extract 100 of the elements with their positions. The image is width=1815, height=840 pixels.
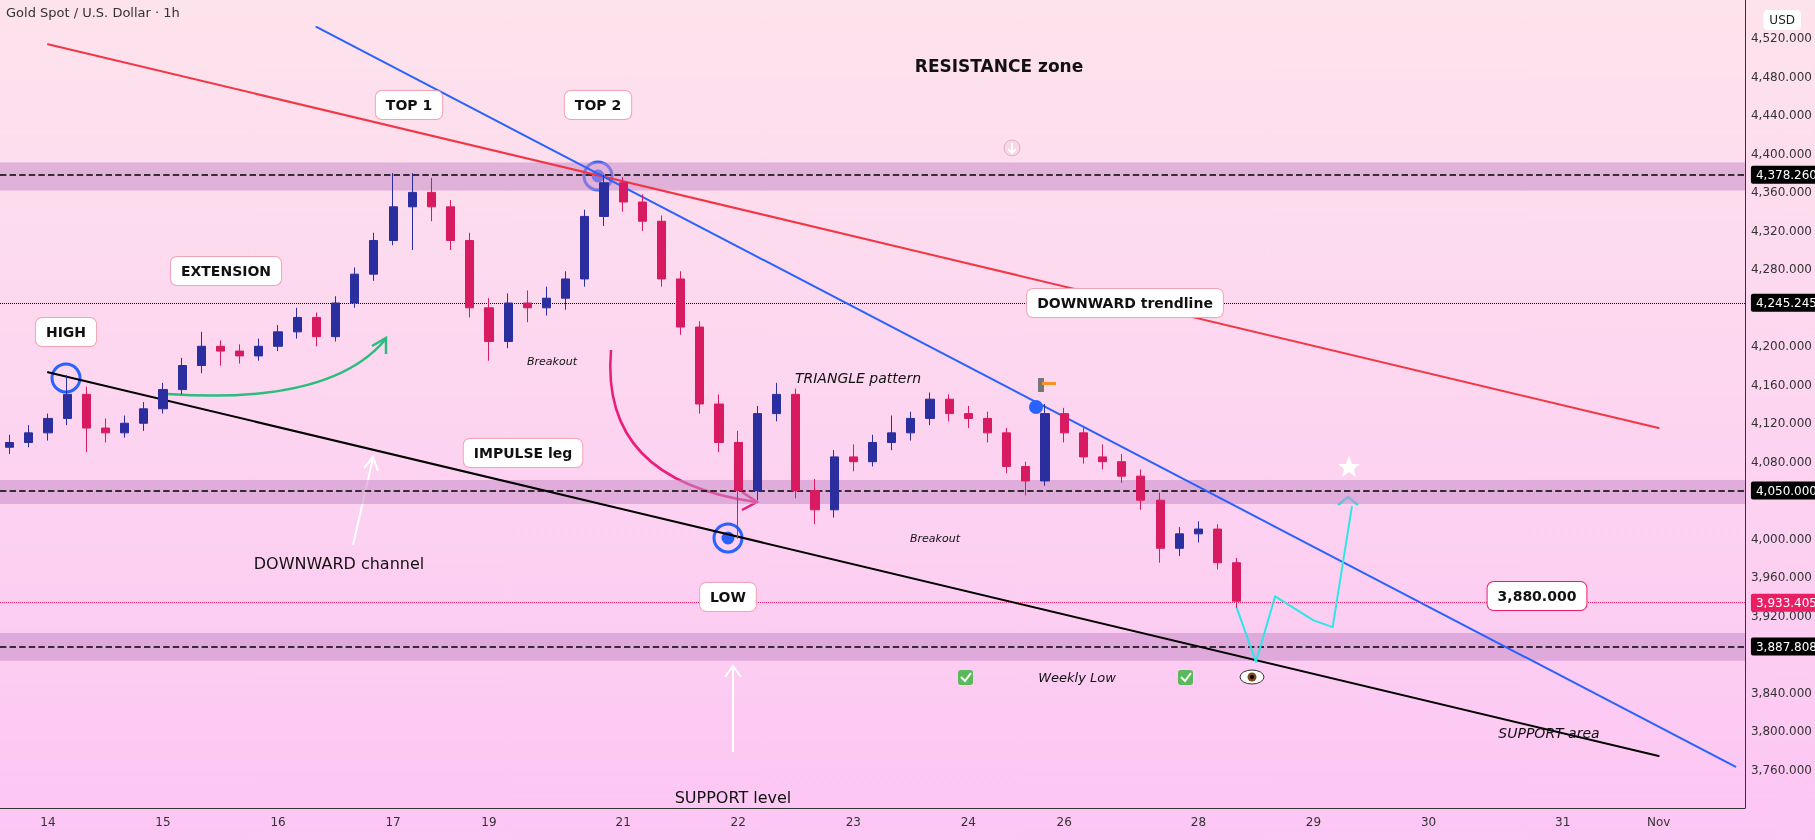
- candlestick: [504, 292, 513, 349]
- candlestick: [810, 478, 820, 525]
- annotation: 3,880.000: [1497, 588, 1577, 604]
- candlestick: [1117, 453, 1126, 484]
- x-tick-label: 15: [155, 815, 171, 829]
- annotation: TOP 1: [385, 97, 433, 113]
- candlestick: [101, 417, 110, 443]
- candlestick: [273, 324, 283, 352]
- candlestick: [925, 391, 935, 426]
- candlestick: [791, 388, 800, 499]
- annotation: DOWNWARD channel: [253, 553, 425, 573]
- candlestick: [312, 312, 321, 347]
- candlestick: [753, 405, 762, 501]
- candlestick: [446, 199, 455, 251]
- y-tick-label: 4,320.000: [1750, 223, 1813, 238]
- candlestick: [197, 331, 206, 374]
- y-tick-label: 4,000.000: [1750, 531, 1813, 546]
- x-tick-label: 24: [960, 815, 976, 829]
- candlestick: [5, 434, 14, 455]
- annotation: SUPPORT area: [1498, 725, 1600, 741]
- candlestick: [408, 172, 417, 251]
- x-tick-label: 19: [481, 815, 497, 829]
- y-tick-label: 3,920.000: [1750, 608, 1813, 623]
- y-tick-label: 4,120.000: [1750, 416, 1813, 431]
- candlestick: [580, 209, 589, 288]
- candlestick: [82, 386, 91, 453]
- candlestick: [350, 266, 359, 309]
- candlestick: [983, 411, 992, 443]
- annotation: Weekly Low: [1038, 669, 1117, 685]
- candlestick: [484, 297, 494, 362]
- candlestick: [1175, 526, 1184, 557]
- candlestick: [695, 320, 704, 415]
- candlestick: [734, 430, 743, 540]
- candlestick: [1079, 426, 1088, 465]
- x-tick-label: 17: [385, 815, 401, 829]
- candlestick: [906, 411, 915, 442]
- y-tick-label: 4,440.000: [1750, 108, 1813, 123]
- candlestick: [1040, 403, 1050, 487]
- candlestick: [178, 357, 187, 395]
- x-tick-label: 14: [40, 815, 56, 829]
- annotation: Breakout: [527, 354, 578, 368]
- y-tick-label: 4,200.000: [1750, 339, 1813, 354]
- candlestick: [235, 343, 244, 365]
- candlestick: [1194, 520, 1203, 544]
- x-tick-label: 23: [845, 815, 861, 829]
- annotation: Breakout: [910, 531, 961, 545]
- x-tick-label: Nov: [1646, 815, 1671, 829]
- candlestick: [43, 413, 53, 442]
- y-tick-label: 4,520.000: [1750, 31, 1813, 46]
- y-axis-title: USD: [1769, 13, 1795, 27]
- annotation: TOP 2: [574, 97, 622, 113]
- x-tick-label: 31: [1555, 815, 1571, 829]
- candlestick: [1136, 468, 1145, 511]
- candlestick: [293, 307, 302, 340]
- candlestick: [139, 401, 148, 432]
- y-tick-label: 3,960.000: [1750, 570, 1813, 585]
- annotation: LOW: [710, 589, 746, 605]
- y-tick-label: 4,360.000: [1750, 185, 1813, 200]
- chart-title: Gold Spot / U.S. Dollar · 1h: [6, 5, 180, 20]
- candlestick: [331, 295, 340, 342]
- y-tick-label: 3,760.000: [1750, 762, 1813, 777]
- candlestick: [523, 290, 532, 323]
- ref-line-label: 4,245.245: [1755, 295, 1815, 310]
- candlestick: [964, 405, 973, 429]
- y-tick-label: 4,160.000: [1750, 377, 1813, 392]
- annotation: RESISTANCE zone: [914, 56, 1084, 76]
- y-tick-label: 4,080.000: [1750, 454, 1813, 469]
- candlestick: [638, 193, 647, 232]
- x-tick-label: 26: [1056, 815, 1072, 829]
- annotation: TRIANGLE pattern: [794, 370, 922, 386]
- y-tick-label: 4,480.000: [1750, 69, 1813, 84]
- candlestick: [542, 286, 551, 316]
- candlestick: [24, 424, 33, 448]
- y-tick-label: 3,840.000: [1750, 685, 1813, 700]
- candlestick: [120, 415, 129, 439]
- candlestick: [427, 177, 436, 222]
- x-tick-label: 29: [1305, 815, 1322, 829]
- candlestick: [158, 382, 168, 415]
- candlestick: [389, 172, 398, 246]
- candlestick: [714, 393, 724, 453]
- candlestick: [887, 415, 896, 451]
- candlestick: [1156, 492, 1165, 564]
- annotation: SUPPORT level: [674, 787, 792, 807]
- annotation: IMPULSE leg: [473, 445, 573, 461]
- annotation: EXTENSION: [180, 263, 272, 279]
- candlestick: [849, 443, 858, 472]
- candlestick: [1098, 443, 1107, 470]
- x-tick-label: 28: [1190, 815, 1207, 829]
- candlestick: [1021, 461, 1030, 496]
- candlestick: [599, 174, 609, 227]
- candlestick: [561, 270, 570, 311]
- candlestick: [1060, 407, 1069, 443]
- candlestick: [830, 449, 839, 518]
- x-tick-label: 21: [615, 815, 631, 829]
- x-tick-label: 30: [1420, 815, 1437, 829]
- annotation: HIGH: [45, 324, 87, 340]
- candlestick: [1232, 557, 1241, 609]
- candlestick: [465, 232, 474, 318]
- candlestick: [868, 434, 877, 468]
- y-tick-label: 4,400.000: [1750, 146, 1813, 161]
